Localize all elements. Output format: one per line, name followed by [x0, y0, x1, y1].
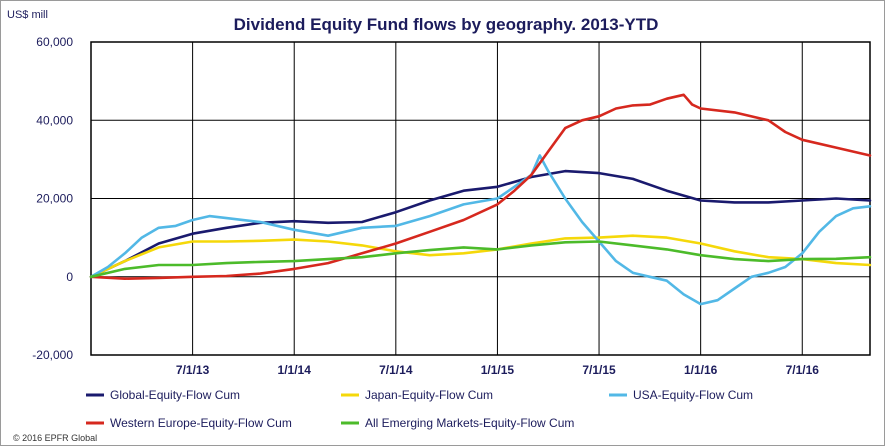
series-line-3	[89, 154, 872, 306]
y-tick-label: 60,000	[36, 35, 73, 49]
x-tick-label: 1/1/14	[278, 363, 312, 377]
legend-label: Japan-Equity-Flow Cum	[365, 388, 493, 402]
y-tick-label: 40,000	[36, 113, 73, 127]
x-tick-label: 1/1/15	[481, 363, 515, 377]
legend-label: Global-Equity-Flow Cum	[110, 388, 240, 402]
legend-label: USA-Equity-Flow Cum	[633, 388, 753, 402]
x-tick-label: 7/1/13	[176, 363, 210, 377]
series-line-5	[89, 240, 872, 279]
x-tick-label: 7/1/15	[582, 363, 616, 377]
y-tick-label: 0	[66, 270, 73, 284]
series-line-1	[89, 169, 872, 279]
x-tick-label: 1/1/16	[684, 363, 718, 377]
y-tick-label: -20,000	[32, 348, 73, 362]
series-line-4	[89, 93, 872, 280]
y-axis-unit-label: US$ mill	[7, 9, 48, 21]
x-tick-label: 7/1/16	[786, 363, 820, 377]
legend-label: Western Europe-Equity-Flow Cum	[110, 416, 292, 430]
legend-label: All Emerging Markets-Equity-Flow Cum	[365, 416, 574, 430]
y-tick-label: 20,000	[36, 192, 73, 206]
copyright-notice: © 2016 EPFR Global	[13, 433, 97, 443]
series-line-2	[89, 234, 872, 279]
x-tick-label: 7/1/14	[379, 363, 413, 377]
chart-title: Dividend Equity Fund flows by geography.…	[234, 15, 659, 34]
